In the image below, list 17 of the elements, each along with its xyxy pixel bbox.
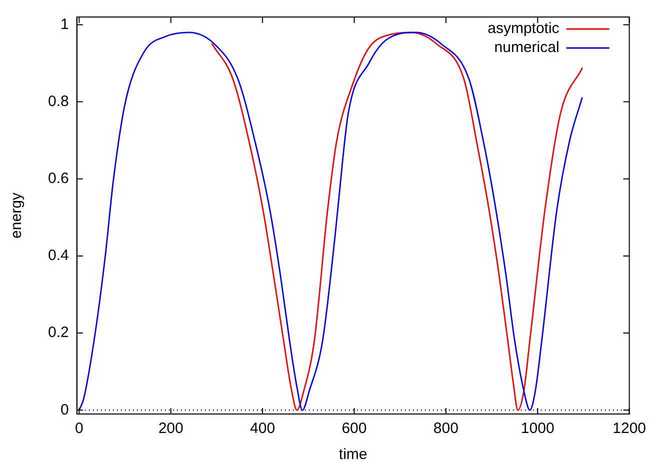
x-tick-label: 200 <box>158 420 184 438</box>
y-tick-label: 0.4 <box>48 247 69 264</box>
y-tick-label: 0.2 <box>48 324 69 342</box>
x-tick-label: 1200 <box>612 420 646 438</box>
x-axis-title: time <box>338 446 368 464</box>
legend-label: numerical <box>494 39 560 56</box>
legend-label: asymptotic <box>488 20 560 38</box>
x-tick-label: 0 <box>74 420 84 438</box>
y-tick-label: 0.6 <box>48 170 69 188</box>
x-tick-label: 400 <box>250 420 276 438</box>
x-tick-label: 1000 <box>520 420 554 438</box>
y-axis-title: energy <box>8 192 26 238</box>
y-tick-label: 0.8 <box>48 92 69 110</box>
x-tick-label: 600 <box>342 420 367 438</box>
y-tick-label: 0 <box>60 401 69 418</box>
x-tick-label: 800 <box>433 420 458 438</box>
y-tick-label: 1 <box>60 16 69 33</box>
